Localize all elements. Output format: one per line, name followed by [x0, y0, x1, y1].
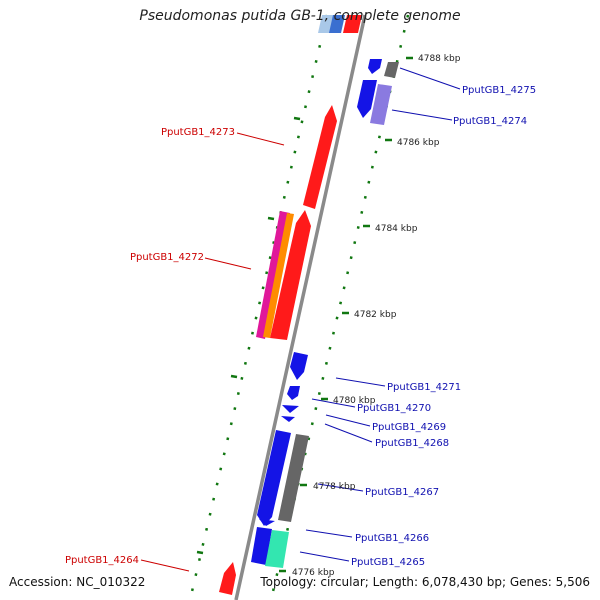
gene-4272-red[interactable]	[270, 210, 311, 340]
gene-label-4272[interactable]: PputGB1_4272	[130, 252, 204, 263]
gene-label-4269[interactable]: PputGB1_4269	[372, 422, 446, 433]
feature-top-blue	[329, 15, 345, 33]
gene-4274-arrow[interactable]	[357, 80, 377, 118]
topology-text: Topology: circular; Length: 6,078,430 bp…	[260, 575, 590, 589]
gene-4275-gray[interactable]	[384, 62, 399, 78]
gene-4266-lower[interactable]	[251, 527, 272, 565]
kbp-label-4784: 4784 kbp	[375, 224, 418, 234]
gene-4268-arrow[interactable]	[281, 416, 295, 422]
gene-4267-gray[interactable]	[278, 434, 309, 522]
kbp-label-4778: 4778 kbp	[313, 482, 356, 492]
gene-4270-arrow[interactable]	[287, 386, 300, 400]
gene-4271-arrow[interactable]	[290, 352, 308, 380]
gene-4265-teal[interactable]	[265, 530, 289, 568]
gene-4275-arrow[interactable]	[368, 59, 382, 74]
genome-backbone	[234, 14, 367, 600]
gene-label-4268[interactable]: PputGB1_4268	[375, 438, 449, 449]
gene-4269-arrow[interactable]	[282, 405, 299, 413]
gene-label-4267[interactable]: PputGB1_4267	[365, 487, 439, 498]
outer-major-ticks	[279, 56, 413, 573]
feature-top-red	[343, 15, 362, 33]
kbp-label-4780: 4780 kbp	[333, 396, 376, 406]
kbp-label-4788: 4788 kbp	[418, 54, 461, 64]
inner-major-ticks	[196, 116, 301, 555]
gene-label-4264[interactable]: PputGB1_4264	[65, 555, 139, 566]
accession-text: Accession: NC_010322	[9, 575, 146, 589]
gene-4267-arrow[interactable]	[257, 430, 291, 526]
gene-label-4270[interactable]: PputGB1_4270	[357, 403, 431, 414]
leader-lines-blue	[299, 67, 461, 562]
kbp-label-4786: 4786 kbp	[397, 138, 440, 148]
gene-4272-orange[interactable]	[263, 213, 294, 338]
kbp-label-4782: 4782 kbp	[354, 310, 397, 320]
gene-4264-arrow[interactable]	[219, 562, 236, 595]
gene-label-4271[interactable]: PputGB1_4271	[387, 382, 461, 393]
gene-label-4274[interactable]: PputGB1_4274	[453, 116, 527, 127]
kbp-label-4776: 4776 kbp	[292, 568, 335, 578]
map-title: Pseudomonas putida GB-1, complete genome	[139, 8, 461, 24]
leader-lines-red	[140, 132, 285, 572]
gene-4273-arrow[interactable]	[303, 105, 337, 209]
gene-label-4273[interactable]: PputGB1_4273	[161, 127, 235, 138]
gene-label-4275[interactable]: PputGB1_4275	[462, 85, 536, 96]
gene-4274-lavender[interactable]	[370, 84, 392, 125]
gene-label-4266[interactable]: PputGB1_4266	[355, 533, 429, 544]
gene-label-4265[interactable]: PputGB1_4265	[351, 557, 425, 568]
gene-4266-arrow[interactable]	[259, 519, 275, 526]
